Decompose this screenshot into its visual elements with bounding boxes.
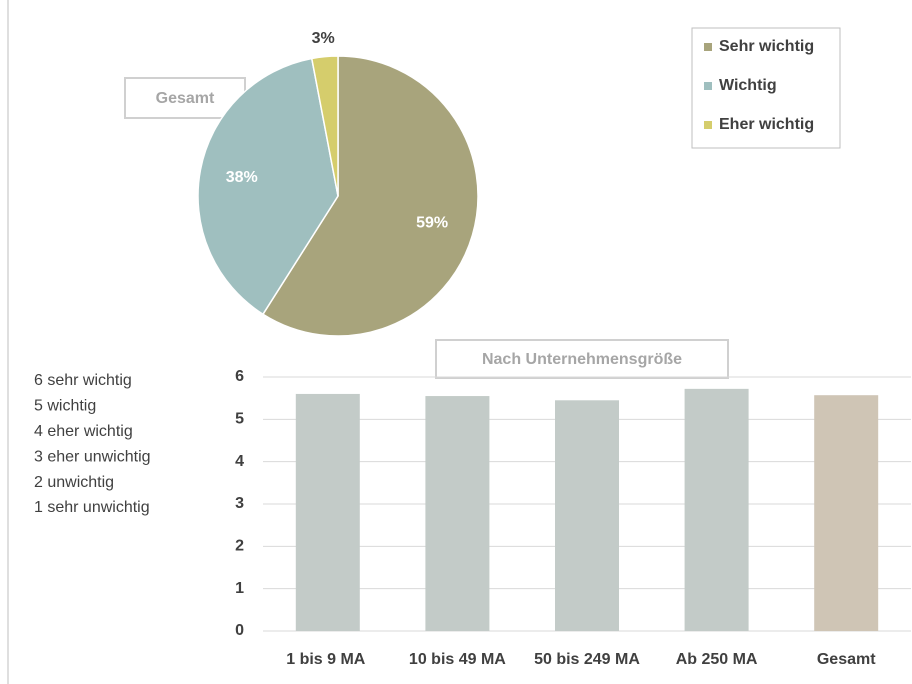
title-box [435,339,729,379]
scale-legend-item: 3 eher unwichtig [34,448,151,465]
chart-title: Gesamt [156,90,215,107]
legend-swatch [704,43,712,51]
scale-legend-item: 2 unwichtig [34,474,114,491]
legend-label: Eher wichtig [719,116,814,133]
scale-legend-item: 4 eher wichtig [34,423,133,440]
legend-label: Sehr wichtig [719,38,814,55]
bar [814,395,879,631]
x-tick-label: 10 bis 49 MA [409,651,506,668]
scale-legend-item: 1 sehr unwichtig [34,499,150,516]
y-tick-label: 5 [235,411,244,428]
legend-label: Wichtig [719,77,777,94]
y-tick-label: 6 [235,368,244,385]
pie-slice [261,55,479,337]
bar [295,393,360,631]
legend-box [691,27,841,149]
scale-legend-item: 5 wichtig [34,398,96,415]
x-tick-label: Ab 250 MA [676,651,758,668]
pie-slice [310,55,339,197]
y-tick-label: 0 [235,622,244,639]
legend-swatch [704,121,712,129]
scale-legend-item: 6 sehr wichtig [34,372,132,389]
x-tick-label: 50 bis 249 MA [534,651,640,668]
y-tick-label: 2 [235,538,244,555]
x-tick-label: 1 bis 9 MA [286,651,366,668]
bar [425,396,490,631]
chart-title: Nach Unternehmensgröße [482,351,682,368]
data-label: 59% [416,215,448,232]
data-label: 38% [226,169,258,186]
title-box [124,77,246,119]
y-tick-label: 1 [235,580,244,597]
x-tick-label: Gesamt [817,651,876,668]
bar [684,388,749,631]
bar [555,400,619,631]
data-label: 3% [312,30,335,47]
pie-slice [197,57,339,316]
legend-swatch [704,82,712,90]
y-tick-label: 3 [235,495,244,512]
y-tick-label: 4 [235,453,244,470]
